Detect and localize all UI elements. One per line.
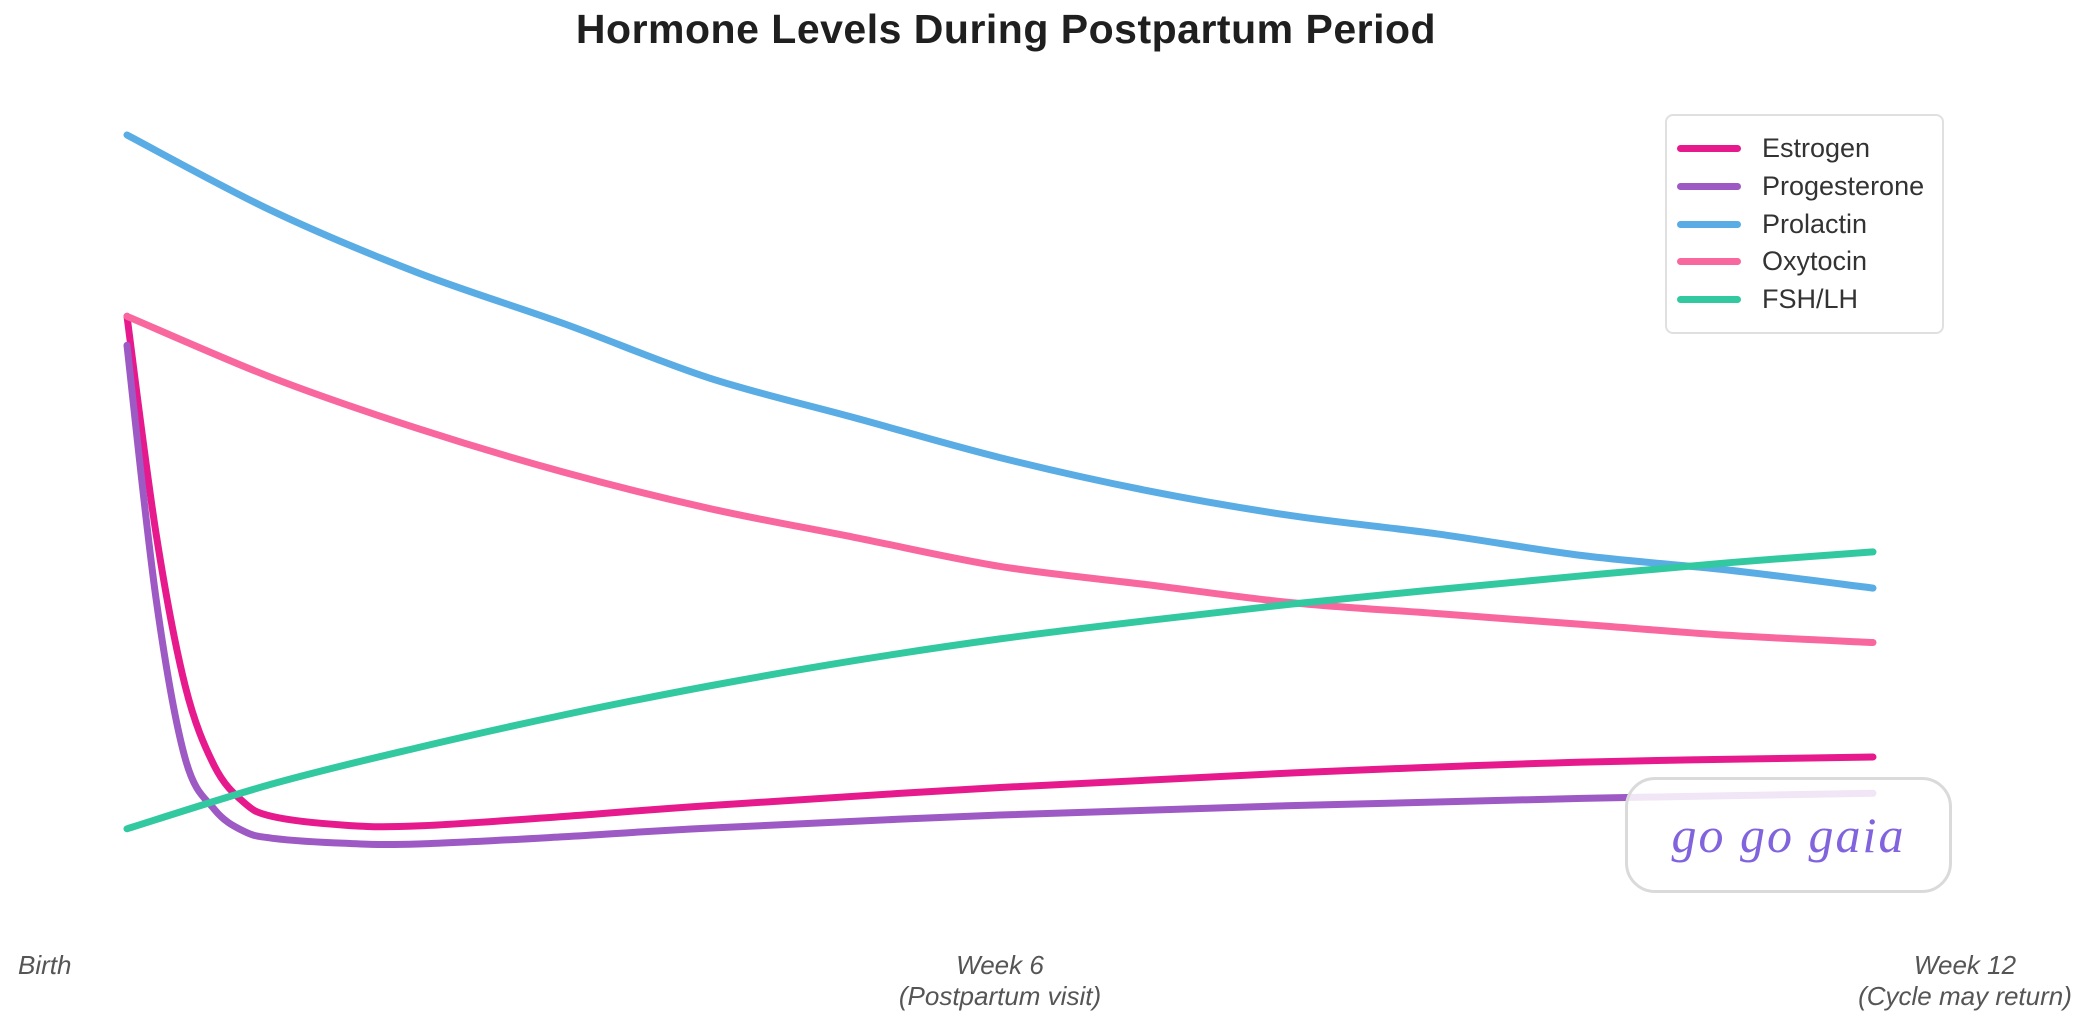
series-line-fsh-lh: [123, 548, 1877, 833]
x-tick-birth: Birth: [18, 950, 71, 981]
legend-swatch-icon: [1677, 258, 1741, 266]
x-tick-week6: Week 6 (Postpartum visit): [850, 950, 1150, 1012]
legend-label: Prolactin: [1762, 208, 1868, 239]
legend-label: Oxytocin: [1762, 246, 1868, 277]
watermark-text: go go gaia: [1671, 807, 1906, 863]
legend-item-estrogen: Estrogen: [1677, 133, 1928, 164]
legend-label: Estrogen: [1762, 133, 1871, 163]
legend-swatch-icon: [1677, 296, 1741, 303]
x-tick-week6-label: Week 6: [956, 950, 1044, 980]
legend-swatch-icon: [1677, 220, 1741, 228]
legend-swatch-icon: [1677, 182, 1741, 190]
x-tick-week12: Week 12 (Cycle may return): [1810, 950, 2076, 1012]
x-tick-birth-label: Birth: [18, 950, 72, 980]
legend-label: Progesterone: [1762, 170, 1925, 201]
legend: Estrogen Progesterone Prolactin Oxytocin FSH…: [1665, 114, 1944, 334]
x-tick-week12-sublabel: (Cycle may return): [1858, 981, 2072, 1011]
x-tick-week12-label: Week 12: [1913, 950, 2017, 980]
series-line-prolactin: [123, 131, 1877, 592]
series-line-estrogen: [123, 312, 1877, 831]
x-tick-week6-sublabel: (Postpartum visit): [898, 981, 1102, 1011]
chart-title: Hormone Levels During Postpartum Period: [575, 6, 1437, 52]
legend-item-fsh-lh: FSH/LH: [1677, 284, 1928, 315]
legend-swatch-icon: [1677, 145, 1741, 152]
series-line-oxytocin: [123, 312, 1877, 646]
legend-item-progesterone: Progesterone: [1677, 171, 1928, 202]
series-line-progesterone: [123, 341, 1877, 849]
legend-item-prolactin: Prolactin: [1677, 209, 1928, 240]
watermark-badge: go go gaia: [1625, 777, 1952, 893]
legend-label: FSH/LH: [1762, 284, 1859, 314]
legend-item-oxytocin: Oxytocin: [1677, 246, 1928, 277]
